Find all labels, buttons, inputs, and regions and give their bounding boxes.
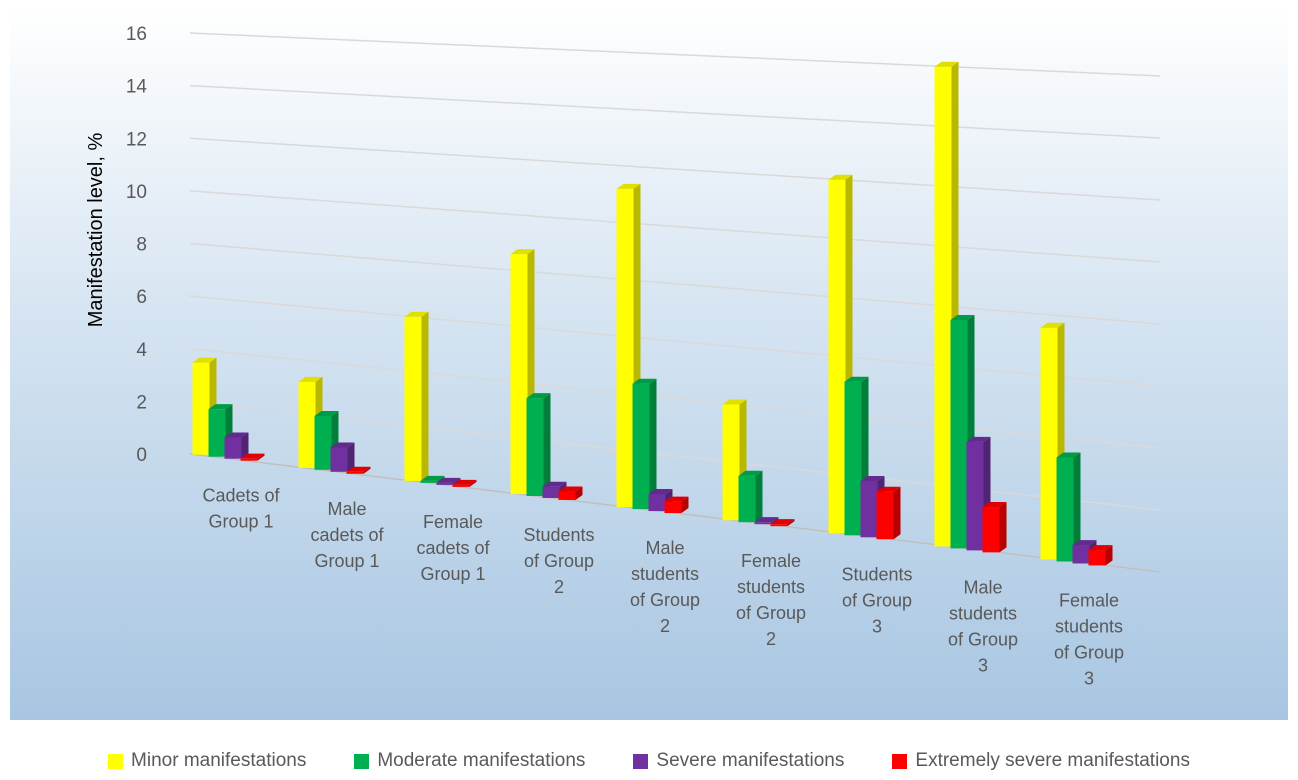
- y-axis-ticks: 0 2 4 6 8 10 12 14 16: [126, 24, 148, 466]
- y-tick-label: 10: [126, 182, 147, 203]
- bar: [738, 470, 763, 523]
- y-tick-label: 6: [136, 287, 147, 308]
- plot-background: [10, 8, 1288, 720]
- y-tick-label: 16: [126, 24, 147, 45]
- y-axis-label: Manifestation level, %: [85, 133, 107, 328]
- legend-item: Moderate manifestations: [354, 750, 585, 772]
- category-label: Students of Group 2: [523, 525, 594, 597]
- bar: [208, 404, 233, 457]
- bar: [224, 432, 249, 459]
- bar: [1056, 452, 1081, 562]
- bar: [876, 486, 901, 540]
- category-label: Female cadets of Group 1: [416, 512, 490, 584]
- gridline: [189, 400, 1161, 511]
- category-label: Female students of Group 3: [1054, 590, 1124, 688]
- legend-swatch: [354, 753, 370, 769]
- category-label: Cadets of Group 1: [202, 486, 280, 532]
- bar: [1088, 545, 1113, 566]
- legend-swatch: [108, 753, 124, 769]
- bars: [192, 61, 1113, 566]
- chart-area: 0 2 4 6 8 10 12 14 16 Manifestation level, % Cad…: [10, 8, 1288, 720]
- y-tick-label: 8: [136, 235, 147, 256]
- category-label: Male students of Group 3: [948, 577, 1018, 675]
- legend-swatch: [633, 753, 649, 769]
- bar: [452, 479, 477, 487]
- gridline: [189, 32, 1161, 77]
- bar: [664, 496, 689, 514]
- legend-item: Severe manifestations: [633, 750, 844, 772]
- y-tick-label: 4: [136, 340, 147, 361]
- category-label: Male students of Group 2: [630, 538, 700, 636]
- category-labels: Cadets of Group 1 Male cadets of Group 1 Fema…: [202, 486, 1124, 689]
- legend-item: Minor manifestations: [108, 750, 306, 772]
- gridline: [189, 348, 1161, 449]
- gridline: [189, 190, 1161, 263]
- category-label: Students of Group 3: [841, 564, 912, 636]
- y-tick-label: 14: [126, 77, 148, 98]
- gridline: [189, 84, 1161, 139]
- bar: [982, 502, 1007, 553]
- legend-label: Minor manifestations: [131, 750, 307, 771]
- bar: [558, 486, 583, 500]
- y-tick-label: 12: [126, 129, 147, 150]
- category-label: Female students of Group 2: [736, 551, 806, 649]
- legend: Minor manifestations Moderate manifestati…: [0, 742, 1298, 780]
- bar: [240, 453, 265, 461]
- bar: [346, 466, 371, 474]
- bar: [632, 378, 657, 510]
- legend-label: Extremely severe manifestations: [915, 750, 1190, 771]
- y-tick-label: 2: [136, 392, 147, 413]
- y-tick-label: 0: [136, 445, 147, 466]
- bar: [526, 393, 551, 497]
- legend-item: Extremely severe manifestations: [892, 750, 1190, 772]
- legend-label: Severe manifestations: [656, 750, 845, 771]
- gridline: [189, 137, 1161, 201]
- legend-swatch: [892, 753, 908, 769]
- gridline: [189, 295, 1161, 387]
- legend-label: Moderate manifestations: [377, 750, 586, 771]
- bar: [770, 519, 795, 527]
- bar: [330, 442, 355, 472]
- gridline: [189, 242, 1161, 325]
- bar: [404, 311, 429, 481]
- category-label: Male cadets of Group 1: [310, 499, 384, 571]
